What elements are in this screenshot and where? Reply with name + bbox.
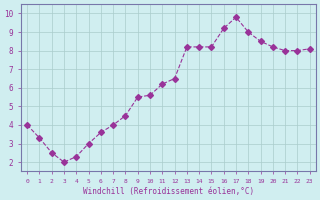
X-axis label: Windchill (Refroidissement éolien,°C): Windchill (Refroidissement éolien,°C) xyxy=(83,187,254,196)
